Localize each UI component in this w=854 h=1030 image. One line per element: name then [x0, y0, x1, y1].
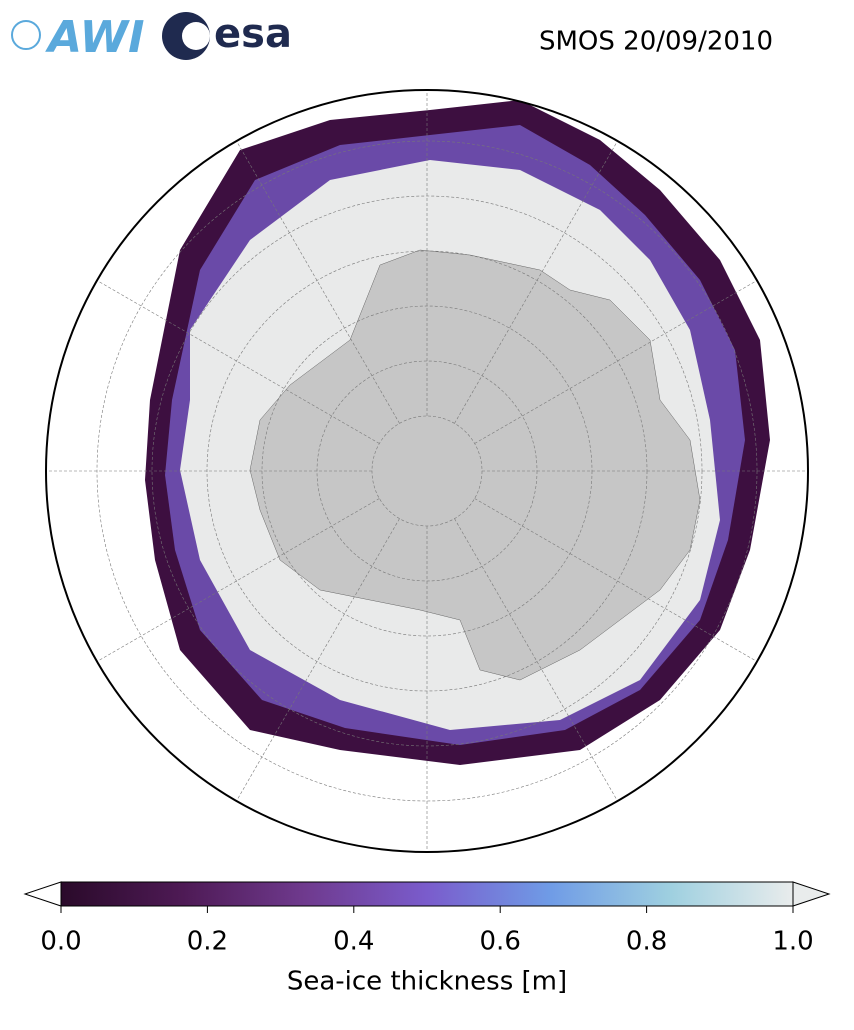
meridian-line	[474, 498, 774, 672]
esa-icon-inner	[182, 22, 210, 50]
meridian-line	[226, 124, 400, 424]
colorbar-fill	[61, 882, 793, 906]
colorbar: 0.0 0.2 0.4 0.6 0.8 1.0	[23, 881, 831, 957]
awi-logo: AWI	[45, 12, 145, 63]
awi-icon	[11, 20, 41, 50]
meridian-line	[80, 270, 380, 444]
title: SMOS 20/09/2010	[539, 27, 773, 57]
colorbar-tick-label: 0.2	[187, 927, 228, 957]
colorbar-over	[792, 881, 831, 907]
colorbar-tick-label: 0.8	[626, 927, 667, 957]
colorbar-label: Sea-ice thickness [m]	[287, 967, 567, 997]
meridian-line	[226, 518, 400, 818]
meridian-line	[80, 498, 380, 672]
map	[46, 90, 808, 852]
colorbar-tick-label: 1.0	[772, 927, 813, 957]
colorbar-frame	[60, 881, 794, 907]
colorbar-tick-label: 0.0	[40, 927, 81, 957]
antarctica	[249, 249, 701, 681]
colorbar-tick-label: 0.4	[333, 927, 374, 957]
meridian-line	[454, 124, 628, 424]
colorbar-under	[23, 881, 62, 907]
map-border	[45, 89, 809, 853]
meridian-line	[454, 518, 628, 818]
colorbar-tick-label: 0.6	[480, 927, 521, 957]
meridian-line	[474, 270, 774, 444]
esa-logo: esa	[214, 11, 292, 57]
logos: AWI esa	[11, 11, 292, 63]
graticule	[46, 90, 808, 852]
